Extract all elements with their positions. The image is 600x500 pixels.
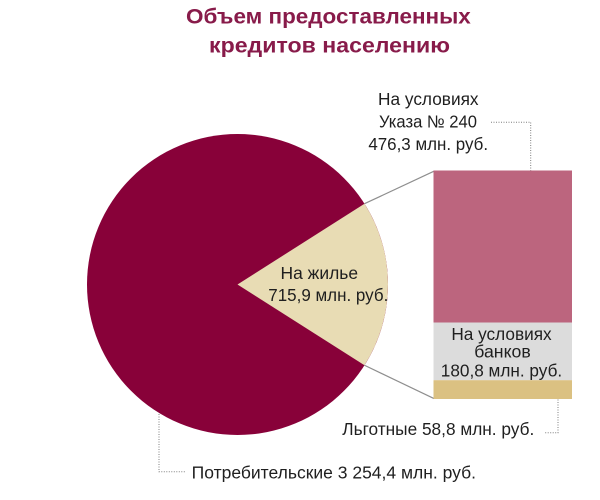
svg-text:На жилье: На жилье <box>281 263 359 283</box>
svg-text:На условиях: На условиях <box>451 324 552 344</box>
svg-text:На условиях: На условиях <box>378 89 479 109</box>
svg-text:476,3 млн. руб.: 476,3 млн. руб. <box>368 134 488 154</box>
svg-text:715,9 млн. руб.: 715,9 млн. руб. <box>268 285 388 305</box>
svg-text:кредитов населению: кредитов населению <box>209 35 450 58</box>
svg-text:Объем предоставленных: Объем предоставленных <box>186 6 471 29</box>
svg-text:Потребительские 3 254,4 млн. р: Потребительские 3 254,4 млн. руб. <box>192 463 476 483</box>
svg-text:Указа № 240: Указа № 240 <box>379 111 477 131</box>
svg-text:180,8 млн. руб.: 180,8 млн. руб. <box>441 361 562 381</box>
svg-text:банков: банков <box>474 341 531 361</box>
svg-text:Льготные 58,8 млн. руб.: Льготные 58,8 млн. руб. <box>342 419 534 439</box>
